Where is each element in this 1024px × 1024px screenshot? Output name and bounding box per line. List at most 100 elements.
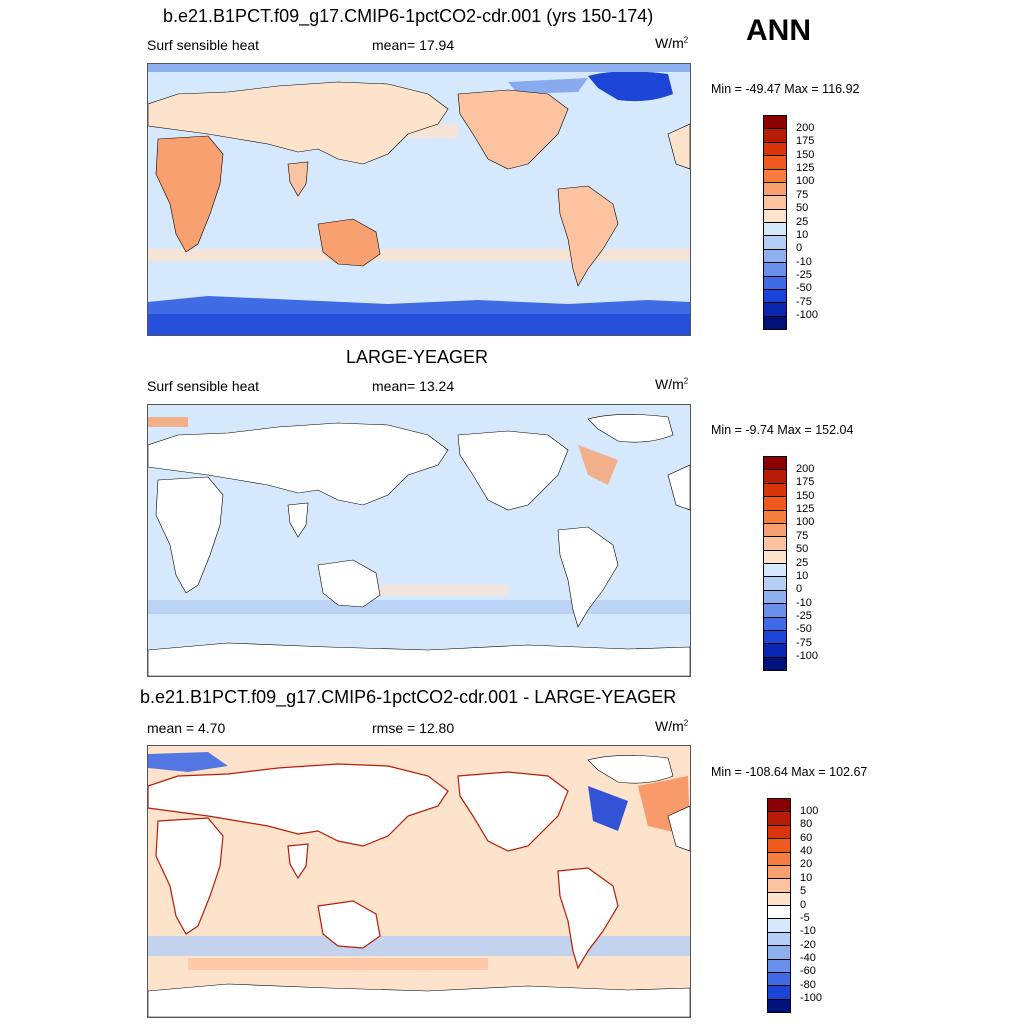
colorbar-label: 10 xyxy=(800,871,813,884)
colorbar-label: -25 xyxy=(796,269,812,281)
panel-2-map xyxy=(147,404,691,677)
panel-1-map xyxy=(147,63,691,336)
colorbar-swatch xyxy=(763,248,787,264)
colorbar-swatch xyxy=(763,536,787,551)
colorbar-label: 100 xyxy=(796,175,815,188)
colorbar-swatch xyxy=(763,168,787,183)
colorbar-swatch xyxy=(763,115,787,130)
colorbar-swatch xyxy=(767,998,791,1013)
panel-2-title: LARGE-YEAGER xyxy=(346,347,489,367)
panel-2-colorbar: 200 175 150 125 100 75 50 25 10 0 -10 -25 -50 -75 -100 xyxy=(763,456,853,671)
colorbar-swatch xyxy=(763,456,787,471)
colorbar-label: 40 xyxy=(800,845,813,857)
colorbar-swatch xyxy=(763,195,787,210)
colorbar-swatch xyxy=(763,563,787,578)
panel-3-minmax: Min = -108.64 Max = 102.67 xyxy=(711,765,868,779)
colorbar-label: 150 xyxy=(796,148,815,161)
colorbar-label: -10 xyxy=(800,925,816,938)
colorbar-swatch xyxy=(763,235,787,250)
colorbar-label: 20 xyxy=(800,858,813,871)
colorbar-label: -80 xyxy=(800,978,816,991)
colorbar-swatch xyxy=(763,576,787,591)
colorbar-swatch xyxy=(763,181,787,197)
colorbar-swatch xyxy=(763,288,787,304)
colorbar-swatch xyxy=(767,878,791,893)
colorbar-swatch xyxy=(767,918,791,933)
colorbar-label: 10 xyxy=(796,228,809,241)
colorbar-label: 100 xyxy=(800,804,819,817)
colorbar-label: -5 xyxy=(800,911,810,924)
colorbar-swatch xyxy=(767,905,791,920)
panel-2-variable-label: Surf sensible heat xyxy=(147,378,260,394)
colorbar-label: 75 xyxy=(796,188,809,201)
colorbar-swatch xyxy=(763,603,787,618)
colorbar-label: -100 xyxy=(800,992,823,1005)
colorbar-swatch xyxy=(767,891,791,906)
colorbar-swatch xyxy=(763,656,787,671)
colorbar-label: 0 xyxy=(796,583,803,596)
panel-1-colorbar: 200 175 150 125 100 75 50 25 10 0 -10 -25 -50 -75 -100 xyxy=(763,115,853,330)
panel-1-variable-label: Surf sensible heat xyxy=(147,37,260,53)
colorbar-swatch xyxy=(763,549,787,564)
colorbar-label: 125 xyxy=(796,503,815,515)
panel-3-mean-label: mean = 4.70 xyxy=(147,720,226,736)
colorbar-label: 60 xyxy=(800,831,813,844)
colorbar-swatch xyxy=(763,643,787,658)
panel-3-units: W/m2 xyxy=(655,718,689,734)
colorbar-label: -10 xyxy=(796,255,812,268)
panel-3-colorbar: 100 80 60 40 20 10 5 0 -5 -10 -20 -40 -60 -80 -100 xyxy=(767,798,857,1013)
colorbar-swatch xyxy=(767,824,791,840)
colorbar-label: 200 xyxy=(796,462,815,475)
colorbar-label: 25 xyxy=(796,215,809,228)
panel-3-title: b.e21.B1PCT.f09_g17.CMIP6-1pctCO2-cdr.00… xyxy=(140,687,677,707)
colorbar-swatch xyxy=(763,275,787,290)
colorbar-swatch xyxy=(767,945,791,960)
colorbar-swatch xyxy=(763,302,787,317)
colorbar-label: 0 xyxy=(796,242,803,255)
colorbar-swatch xyxy=(767,985,791,1000)
colorbar-label: 100 xyxy=(796,516,815,529)
colorbar-label: 175 xyxy=(796,135,815,148)
season-label: ANN xyxy=(746,14,811,47)
colorbar-swatch xyxy=(763,509,787,524)
colorbar-label: -100 xyxy=(796,650,819,663)
panel-1-minmax: Min = -49.47 Max = 116.92 xyxy=(711,82,860,96)
panel-2-minmax: Min = -9.74 Max = 152.04 xyxy=(711,423,854,437)
colorbar-swatch xyxy=(763,155,787,170)
panel-1-units: W/m2 xyxy=(655,35,689,51)
panel-1-title: b.e21.B1PCT.f09_g17.CMIP6-1pctCO2-cdr.00… xyxy=(163,6,654,26)
colorbar-label: 50 xyxy=(796,543,809,556)
colorbar-label: 25 xyxy=(796,556,809,569)
colorbar-label: 150 xyxy=(796,489,815,502)
panel-3-rmse-label: rmse = 12.80 xyxy=(372,720,455,736)
colorbar-label: 50 xyxy=(796,202,809,215)
colorbar-swatch xyxy=(763,208,787,223)
colorbar-swatch xyxy=(763,141,787,157)
colorbar-label: -75 xyxy=(796,636,812,649)
colorbar-label: -20 xyxy=(800,938,816,951)
colorbar-swatch xyxy=(763,482,787,498)
colorbar-label: -40 xyxy=(800,952,816,964)
colorbar-label: -50 xyxy=(796,282,812,295)
colorbar-swatch xyxy=(763,589,787,605)
panel-1-mean-label: mean= 17.94 xyxy=(372,37,455,53)
colorbar-swatch xyxy=(767,864,791,880)
colorbar-label: 10 xyxy=(796,569,809,582)
colorbar-swatch xyxy=(763,315,787,330)
colorbar-label: -50 xyxy=(796,623,812,636)
colorbar-swatch xyxy=(763,616,787,631)
colorbar-swatch xyxy=(763,496,787,511)
colorbar-label: 5 xyxy=(800,885,807,898)
colorbar-label: -75 xyxy=(796,295,812,308)
colorbar-label: 75 xyxy=(796,529,809,542)
panel-2-mean-label: mean= 13.24 xyxy=(372,378,455,394)
colorbar-label: 200 xyxy=(796,121,815,134)
colorbar-swatch xyxy=(767,958,791,973)
colorbar-swatch xyxy=(767,971,791,987)
colorbar-swatch xyxy=(767,931,791,947)
colorbar-label: -10 xyxy=(796,596,812,609)
colorbar-swatch xyxy=(763,629,787,645)
colorbar-swatch xyxy=(763,469,787,484)
colorbar-label: 175 xyxy=(796,476,815,489)
colorbar-label: -25 xyxy=(796,610,812,622)
